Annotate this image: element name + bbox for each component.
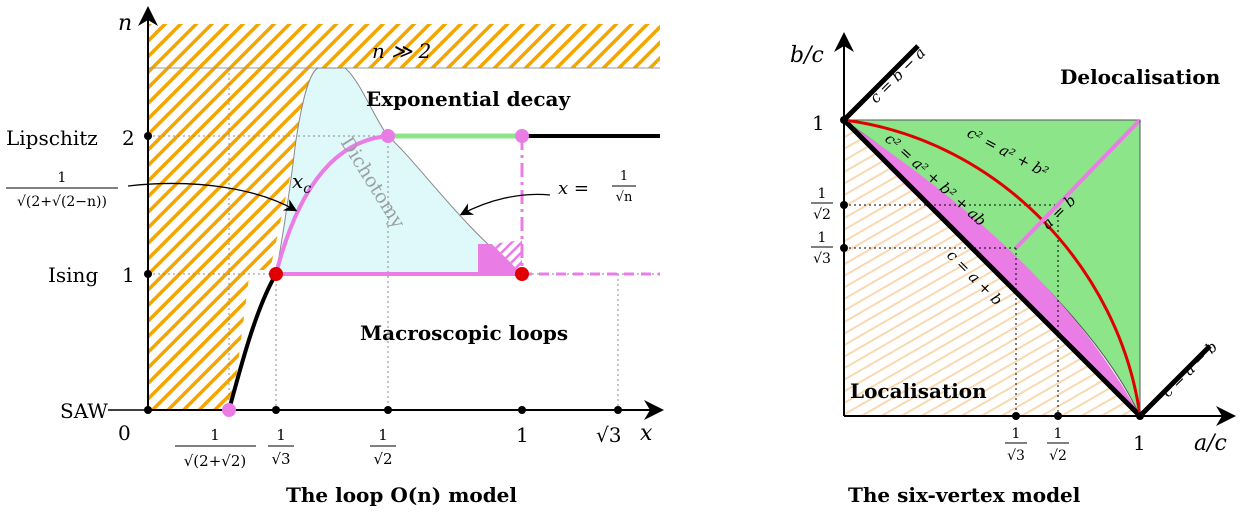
lipschitz-label: Lipschitz: [6, 126, 98, 150]
macro-loops-label: Macroscopic loops: [360, 321, 568, 345]
exp-decay-label: Exponential decay: [366, 87, 572, 111]
dichotomy-region: [275, 67, 524, 275]
loop-on-model-panel: n x 0 Lipschitz 2 Ising 1 SAW 1 √(2+√(2−…: [6, 6, 664, 507]
origin-label: 0: [118, 421, 131, 445]
bc-frac-sqrt2-den: √2: [813, 207, 831, 223]
ising-end-point: [515, 267, 529, 281]
pink-hatched-triangle: [492, 240, 522, 274]
ising-label: Ising: [48, 263, 98, 287]
saw-x-den: √(2+√2): [184, 452, 246, 470]
xc-curve: [274, 134, 389, 275]
sqrt2-x-den: √2: [373, 450, 392, 468]
bc-frac-sqrt3-num: 1: [818, 230, 827, 246]
hatched-region-nongeneric: [148, 24, 660, 410]
ac-axis-label: a/c: [1194, 431, 1227, 456]
saw-point: [222, 403, 236, 417]
left-caption: The loop O(n) model: [286, 483, 517, 507]
ac-frac-sqrt3-num: 1: [1012, 426, 1021, 442]
label-c-b-minus-a: c = b − a: [866, 44, 929, 107]
ac-frac-sqrt2-num: 1: [1054, 426, 1063, 442]
x-tick-sqrt3: √3: [596, 423, 621, 447]
line-label-num: 1: [620, 169, 628, 184]
saw-x-num: 1: [210, 426, 220, 444]
pink-wedge: [478, 244, 522, 274]
right-caption: The six-vertex model: [848, 483, 1081, 507]
critical-curve-lower: [227, 272, 278, 411]
x-tick-1: 1: [516, 423, 529, 447]
bc-tick-1: 1: [812, 111, 825, 135]
line-a-eq-b: [1014, 118, 1142, 250]
ac-frac-sqrt2-den: √2: [1049, 448, 1067, 464]
n-large-label: n ≫ 2: [372, 39, 431, 63]
y-axis-label: n: [118, 11, 132, 36]
delocalisation-label: Delocalisation: [1060, 65, 1221, 89]
line-c-a-minus-b: [1138, 344, 1212, 418]
line-c-a-plus-b: [842, 118, 1142, 418]
arrow-to-xc: [127, 182, 298, 212]
left-frac-num: 1: [58, 170, 67, 186]
bc-frac-sqrt3-den: √3: [813, 251, 831, 267]
xc-label: xc: [292, 169, 311, 197]
bc-axis-label: b/c: [790, 43, 824, 68]
six-vertex-panel: b/c a/c 1 1 1 √2 1 √3 1 √3 1 √2 Delocali…: [790, 32, 1236, 507]
line-label-lhs: x =: [558, 178, 589, 199]
bc-frac-sqrt2-num: 1: [818, 186, 827, 202]
y-tick-2: 2: [122, 126, 135, 150]
ising-point: [269, 267, 283, 281]
y-tick-1: 1: [122, 263, 135, 287]
left-frac-den: √(2+√(2−n)): [17, 194, 107, 210]
sqrt3-x-den: √3: [271, 450, 290, 468]
n2-point-left: [381, 129, 395, 143]
n2-point-right: [515, 129, 529, 143]
line-c-b-minus-a: [842, 44, 920, 122]
x-axis-label: x: [640, 421, 653, 446]
sqrt3-x-num: 1: [276, 426, 286, 444]
saw-label: SAW: [60, 399, 108, 423]
line-label-den: √n: [616, 190, 633, 205]
arrow-to-dichotomy-boundary: [459, 193, 551, 216]
label-c-a-minus-b: c = a − b: [1158, 338, 1221, 401]
ac-tick-1: 1: [1133, 431, 1146, 455]
ac-frac-sqrt3-den: √3: [1007, 448, 1025, 464]
localisation-label: Localisation: [850, 379, 987, 403]
sqrt2-x-num: 1: [378, 426, 388, 444]
